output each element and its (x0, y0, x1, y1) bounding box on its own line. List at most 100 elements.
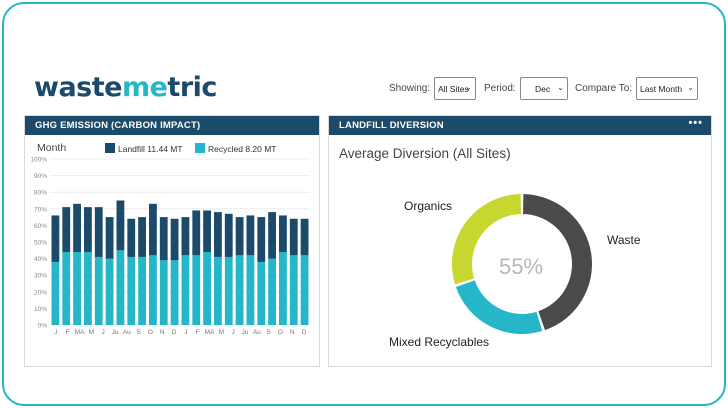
donut-center-value: 55% (499, 254, 544, 279)
landfill-bar (62, 207, 71, 252)
period-select[interactable]: Dec ⌄ (520, 77, 568, 100)
donut-slice-mixed-recyclables (455, 280, 543, 334)
recycled-bar (268, 258, 276, 325)
x-tick-label: M (219, 329, 224, 336)
recycled-bar (84, 251, 92, 325)
ghg-panel-title: GHG EMISSION (CARBON IMPACT) (35, 120, 201, 131)
x-tick-label: Au (123, 329, 131, 336)
y-tick-label: 90% (34, 173, 47, 180)
diversion-donut-chart (452, 194, 592, 334)
x-tick-label: J (54, 329, 57, 336)
x-tick-label: Au (253, 329, 261, 336)
recycled-bar (138, 256, 146, 325)
ghg-bar-chart: 0%10%20%30%40%50%60%70%80%90%100%J F MA M J J… (30, 157, 310, 336)
y-tick-label: 60% (34, 223, 47, 230)
landfill-bar (116, 200, 125, 251)
recycled-bar (170, 260, 179, 325)
compare-label: Compare To: (575, 83, 633, 94)
label-organics: Organics (404, 199, 453, 213)
recycled-bar (257, 261, 266, 325)
recycled-bar (289, 255, 298, 325)
landfill-bar (214, 212, 222, 257)
landfill-bar (51, 215, 60, 262)
compare-select-value: Last Month (640, 84, 683, 94)
x-tick-label: F (66, 329, 70, 336)
logo-text-prefix: waste (34, 72, 122, 103)
y-tick-label: 0% (38, 323, 48, 330)
landfill-bar (181, 217, 190, 256)
landfill-bar (94, 207, 103, 257)
legend-landfill-label: Landfill 11.44 MT (118, 144, 183, 154)
x-tick-label: Ju (112, 329, 119, 336)
recycled-bar (224, 256, 233, 325)
ghg-panel-header: GHG EMISSION (CARBON IMPACT) (25, 116, 319, 135)
x-tick-label: D (302, 329, 307, 336)
recycled-bar (116, 250, 125, 325)
landfill-bar (224, 213, 233, 257)
diversion-panel-header: LANDFILL DIVERSION ••• (329, 116, 711, 135)
x-tick-label: N (290, 329, 295, 336)
recycled-bar (51, 261, 60, 325)
x-tick-label: MA (75, 329, 85, 336)
label-waste: Waste (607, 233, 641, 247)
y-tick-label: 70% (34, 206, 47, 213)
landfill-bar (235, 217, 244, 256)
landfill-bar (257, 217, 266, 262)
y-tick-label: 10% (34, 306, 47, 313)
x-tick-label: S (136, 329, 141, 336)
landfill-bar (138, 217, 146, 257)
diversion-subtitle: Average Diversion (All Sites) (339, 146, 511, 161)
landfill-bar (84, 207, 92, 252)
period-select-value: Dec (535, 84, 551, 94)
recycled-bar (62, 251, 71, 325)
y-tick-label: 20% (34, 289, 47, 296)
legend-item-landfill[interactable]: Landfill 11.44 MT (105, 143, 183, 154)
y-tick-label: 80% (34, 190, 47, 197)
landfill-swatch (105, 143, 115, 153)
wastemetric-logo: wastemetric (34, 72, 217, 103)
showing-select[interactable]: All Sites ⌄ (434, 77, 476, 100)
recycled-bar (181, 255, 190, 325)
x-tick-label: S (266, 329, 271, 336)
chevron-down-icon: ⌄ (465, 83, 472, 92)
x-tick-label: J (102, 329, 105, 336)
recycled-bar (159, 260, 168, 325)
landfill-bar (159, 217, 168, 261)
recycled-bar (214, 256, 222, 325)
recycled-bar (203, 251, 211, 325)
showing-label: Showing: (389, 83, 431, 94)
more-dots-icon[interactable]: ••• (688, 117, 703, 129)
landfill-diversion-panel: LANDFILL DIVERSION ••• Average Diversion… (328, 115, 712, 367)
donut-slice-organics (452, 194, 522, 285)
landfill-bar (127, 218, 136, 257)
x-tick-label: N (160, 329, 165, 336)
recycled-bar (149, 255, 157, 325)
logo-text-accent: me (121, 72, 168, 103)
landfill-bar (300, 218, 309, 256)
recycled-swatch (195, 143, 205, 153)
landfill-bar (289, 218, 298, 256)
y-tick-label: 100% (30, 157, 47, 164)
landfill-bar (149, 203, 157, 256)
donut-slice-waste (522, 194, 592, 331)
diversion-panel-title: LANDFILL DIVERSION (339, 120, 444, 131)
legend-item-recycled[interactable]: Recycled 8.20 MT (195, 143, 277, 154)
recycled-bar (127, 256, 136, 325)
x-tick-label: MA (205, 329, 215, 336)
landfill-bar (192, 210, 201, 256)
x-tick-label: O (148, 329, 153, 336)
recycled-bar (279, 251, 287, 325)
ghg-legend: Month Landfill 11.44 MT Recycled 8.20 MT (35, 142, 319, 156)
x-tick-label: M (89, 329, 94, 336)
chevron-down-icon: ⌄ (687, 83, 694, 92)
landfill-bar (170, 218, 179, 261)
legend-axis-label: Month (37, 142, 67, 154)
landfill-bar (105, 217, 114, 259)
compare-select[interactable]: Last Month ⌄ (636, 77, 698, 100)
x-tick-label: F (196, 329, 200, 336)
ghg-emission-panel: GHG EMISSION (CARBON IMPACT) Month Landf… (24, 115, 320, 367)
y-tick-label: 30% (34, 273, 47, 280)
x-tick-label: J (184, 329, 187, 336)
recycled-bar (73, 251, 81, 325)
recycled-bar (105, 258, 114, 325)
